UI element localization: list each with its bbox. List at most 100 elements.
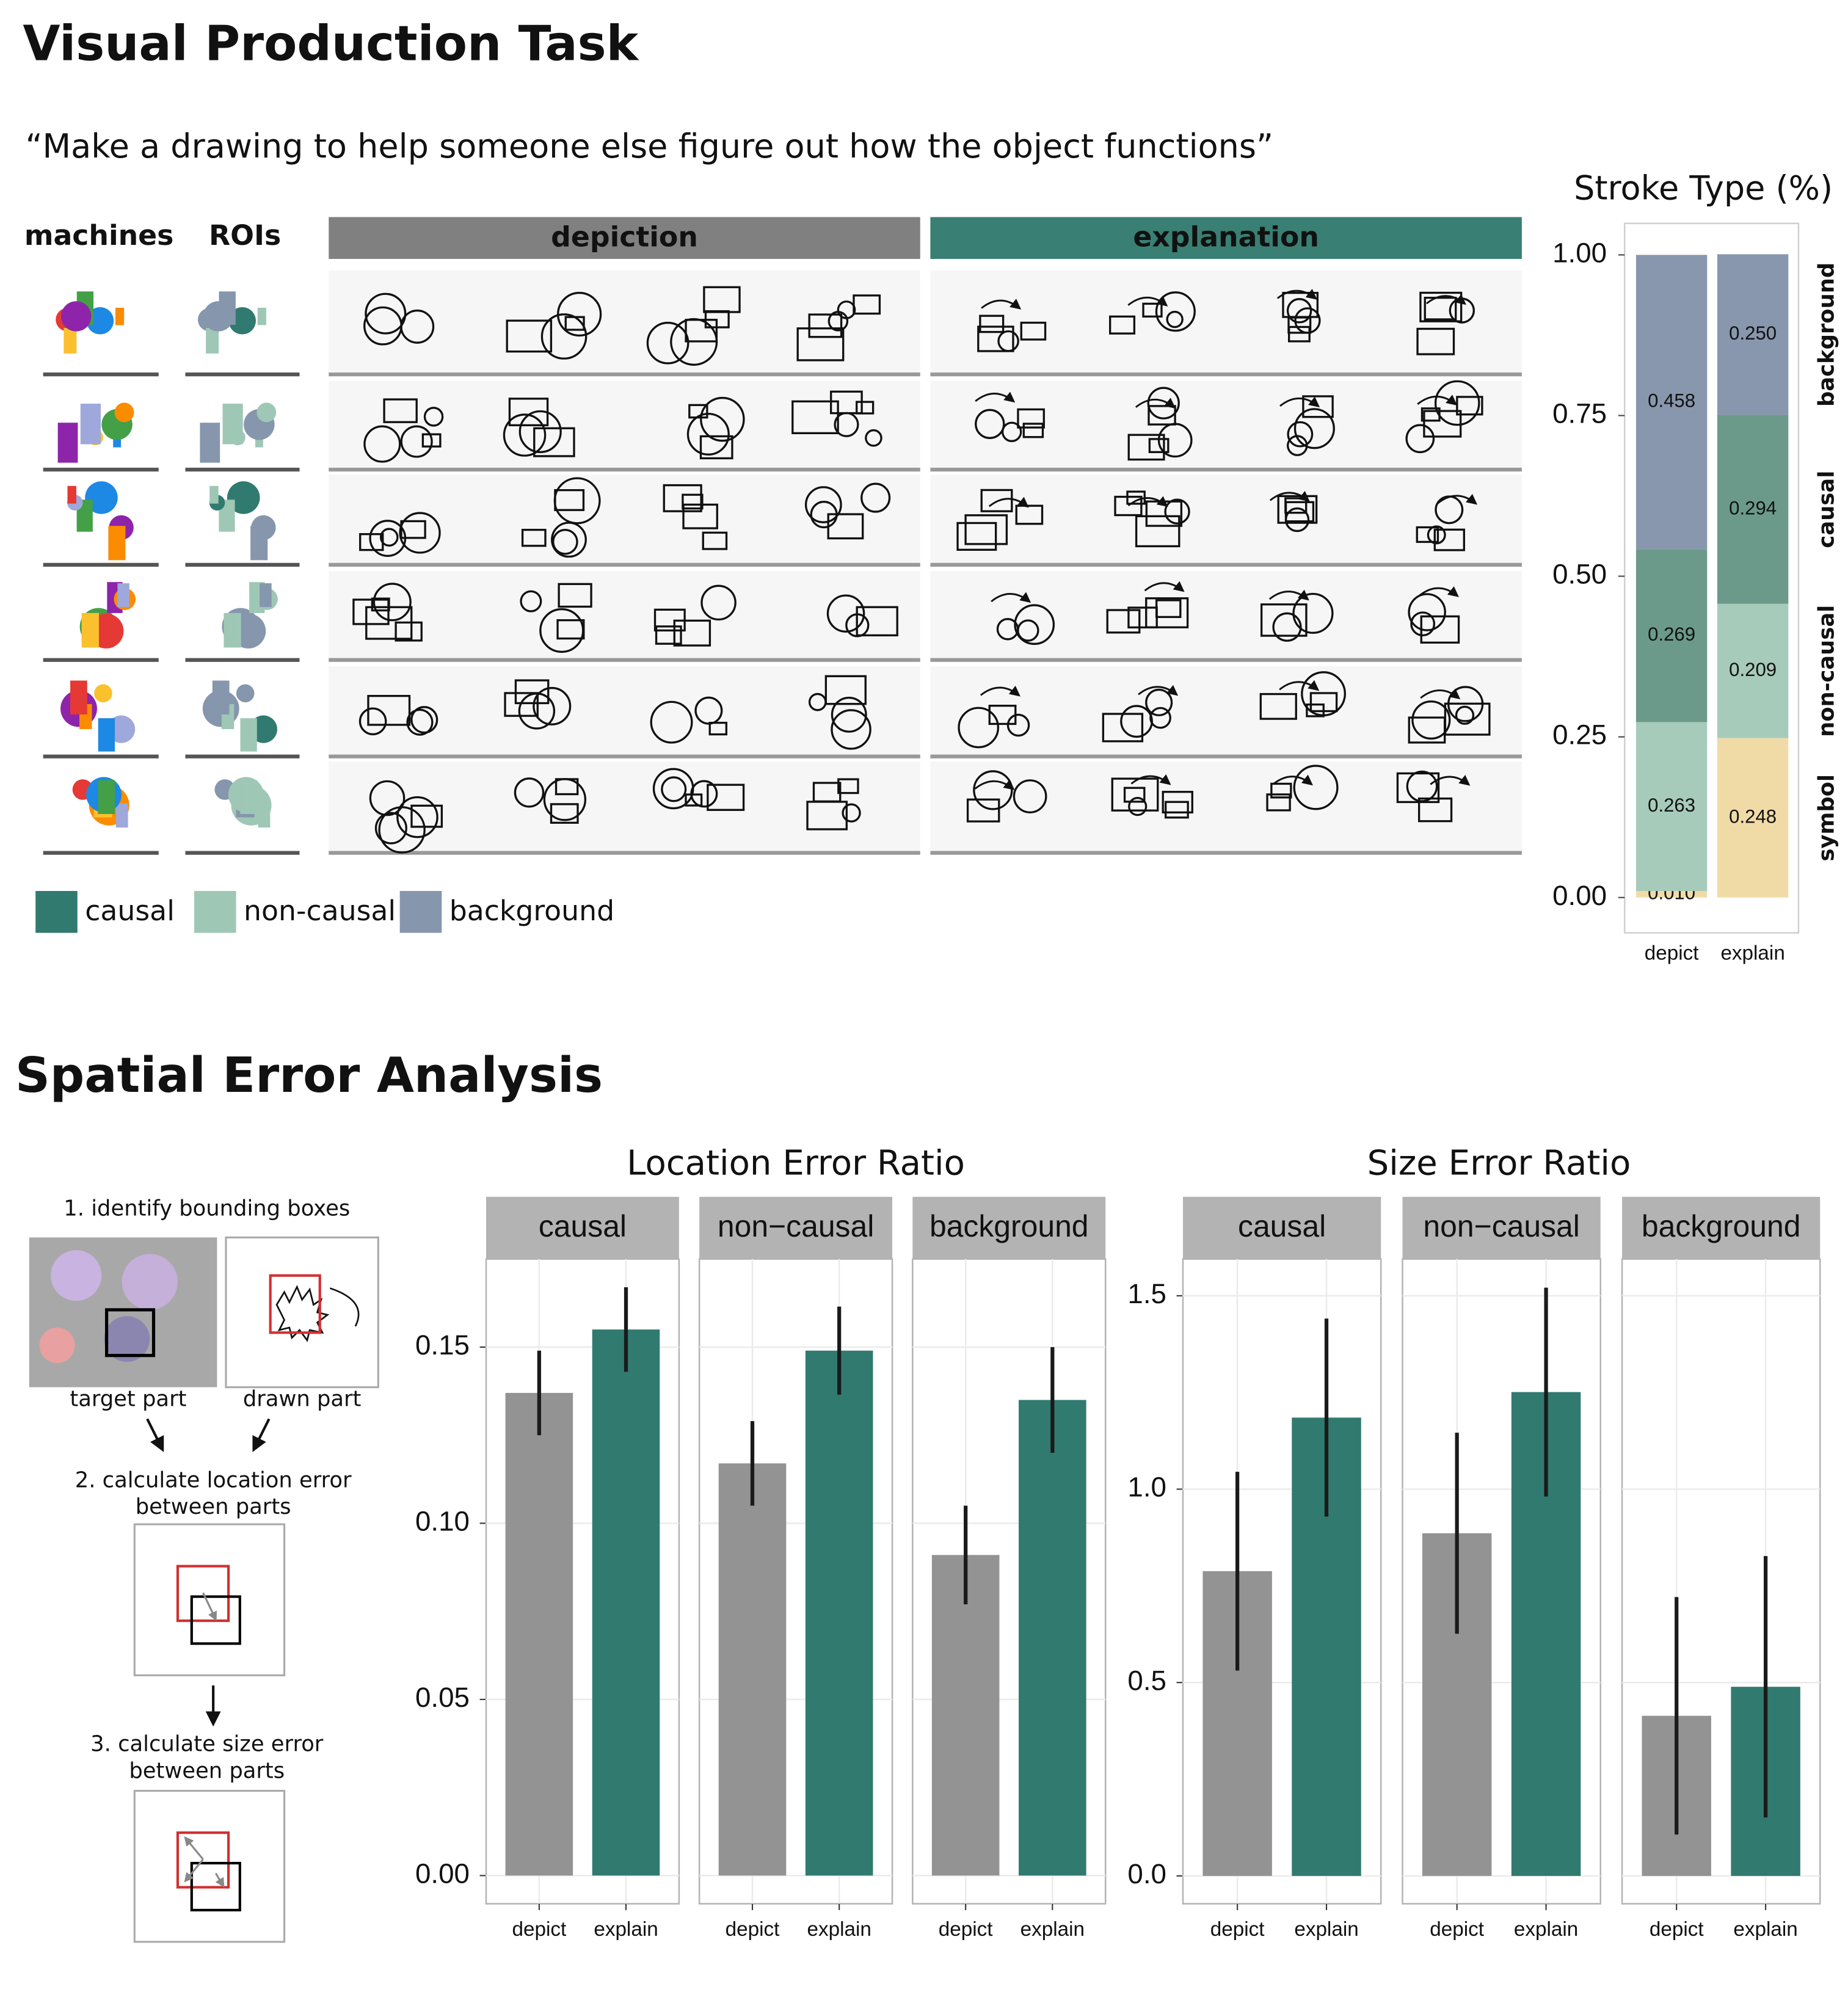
value-label: 0.294: [1729, 497, 1777, 518]
sketch-stroke: [1006, 713, 1030, 737]
series-label: non-causal: [1814, 605, 1839, 737]
sketch-stroke: [690, 780, 718, 808]
value-label: 0.250: [1729, 322, 1777, 344]
x-tick-label: depict: [1210, 1918, 1265, 1941]
sketch-stroke: [804, 486, 842, 523]
condition-label: depiction: [551, 220, 698, 253]
bar: [1019, 1400, 1086, 1876]
sketch-stroke: [358, 707, 387, 736]
machine-part: [64, 327, 77, 354]
machine-part: [70, 680, 87, 714]
sketch-stroke: [514, 679, 550, 705]
sketch-stroke: [973, 770, 1013, 810]
sketch-stroke: [1165, 801, 1189, 819]
heading: Spatial Error Analysis: [15, 1047, 603, 1103]
y-tick-label: 0.00: [1552, 880, 1607, 911]
sketch-arrow: [1127, 496, 1168, 507]
sketch-stroke: [694, 696, 723, 725]
sketch-stroke: [540, 313, 588, 360]
sketch-stroke: [661, 776, 687, 802]
sketch-stroke: [1417, 797, 1453, 823]
machine-part: [98, 780, 115, 815]
bar-segment: [1717, 415, 1789, 604]
sketch-stroke: [504, 692, 539, 717]
bar-segment: [1635, 891, 1708, 898]
machine-part: [108, 526, 126, 561]
roi-part: [236, 684, 255, 703]
sketch-stroke: [828, 311, 849, 332]
sketch-stroke: [1145, 597, 1189, 628]
sketch-stroke: [964, 514, 1008, 545]
roi-part: [227, 481, 260, 514]
roi-part: [260, 583, 272, 608]
value-label: 0.269: [1648, 623, 1695, 645]
roi-part: [240, 718, 257, 752]
column-header: machines: [24, 219, 174, 252]
roi-part: [203, 301, 234, 332]
sketch-stroke: [1408, 593, 1446, 631]
sketch-stroke: [410, 706, 438, 734]
x-tick-label: depict: [1650, 1918, 1704, 1941]
chart-title: Location Error Ratio: [627, 1144, 965, 1183]
y-tick-label: 0.5: [1127, 1665, 1166, 1696]
sketch-stroke: [383, 398, 418, 423]
sketch-stroke: [400, 425, 433, 458]
sketch-panel: [329, 474, 920, 565]
drawn-box: [176, 1831, 230, 1889]
sketch-stroke: [1284, 497, 1308, 514]
series-label: background: [1814, 263, 1839, 407]
roi-part: [257, 307, 266, 325]
sketch-stroke: [1434, 380, 1480, 426]
sketch-stroke: [506, 319, 553, 353]
sketch-stroke: [1406, 770, 1438, 802]
roi-part: [212, 680, 230, 714]
sketch-stroke: [533, 686, 572, 725]
bar: [718, 1463, 787, 1876]
sketch-stroke: [1145, 688, 1173, 716]
sketch-stroke: [423, 407, 444, 427]
sketch-stroke: [1166, 310, 1184, 329]
bar-segment: [1635, 549, 1708, 722]
sketch-stroke: [860, 482, 891, 513]
condition-header: [930, 217, 1522, 260]
sketch-stroke: [1302, 395, 1334, 418]
facet-label: causal: [539, 1209, 627, 1243]
sketch-stroke: [856, 606, 898, 637]
sketch-stroke: [514, 777, 545, 808]
sketch-stroke: [808, 692, 827, 711]
machine-part: [94, 684, 112, 703]
chart-title: Stroke Type (%): [1574, 169, 1833, 207]
roi-part: [240, 780, 258, 815]
sketch-stroke: [707, 783, 745, 811]
sketch-stroke: [1444, 702, 1491, 736]
sketch-stroke: [685, 793, 703, 807]
sketch-stroke: [975, 409, 1005, 440]
sketch-stroke: [1147, 387, 1180, 420]
sketch-stroke: [553, 477, 601, 525]
sketch-arrow: [1430, 774, 1471, 786]
roi-part: [209, 485, 219, 504]
machine-part: [81, 613, 99, 648]
legend-swatch: [399, 891, 442, 933]
sketch-stroke: [1017, 408, 1045, 429]
sketch-arrow: [1279, 396, 1320, 408]
roi-part: [258, 803, 271, 828]
step-label: target part: [70, 1386, 186, 1411]
sketch-stroke: [1127, 606, 1158, 629]
diagram-frame: [133, 1523, 286, 1676]
facet-strip: [1402, 1196, 1601, 1259]
facet-label: causal: [1238, 1209, 1326, 1243]
facet-strip: [1622, 1196, 1821, 1259]
sketch-stroke: [824, 675, 867, 705]
value-label: 0.263: [1648, 794, 1695, 816]
step-label: 2. calculate location error: [75, 1467, 352, 1492]
sketch-arrow: [1144, 581, 1185, 592]
value-label: 0.209: [1729, 659, 1777, 680]
sketch-stroke: [865, 429, 882, 447]
y-tick-label: 0.00: [415, 1858, 470, 1889]
sketch-arrow: [1268, 589, 1309, 601]
heading: Visual Production Task: [23, 15, 639, 71]
sketch-stroke: [808, 313, 843, 338]
